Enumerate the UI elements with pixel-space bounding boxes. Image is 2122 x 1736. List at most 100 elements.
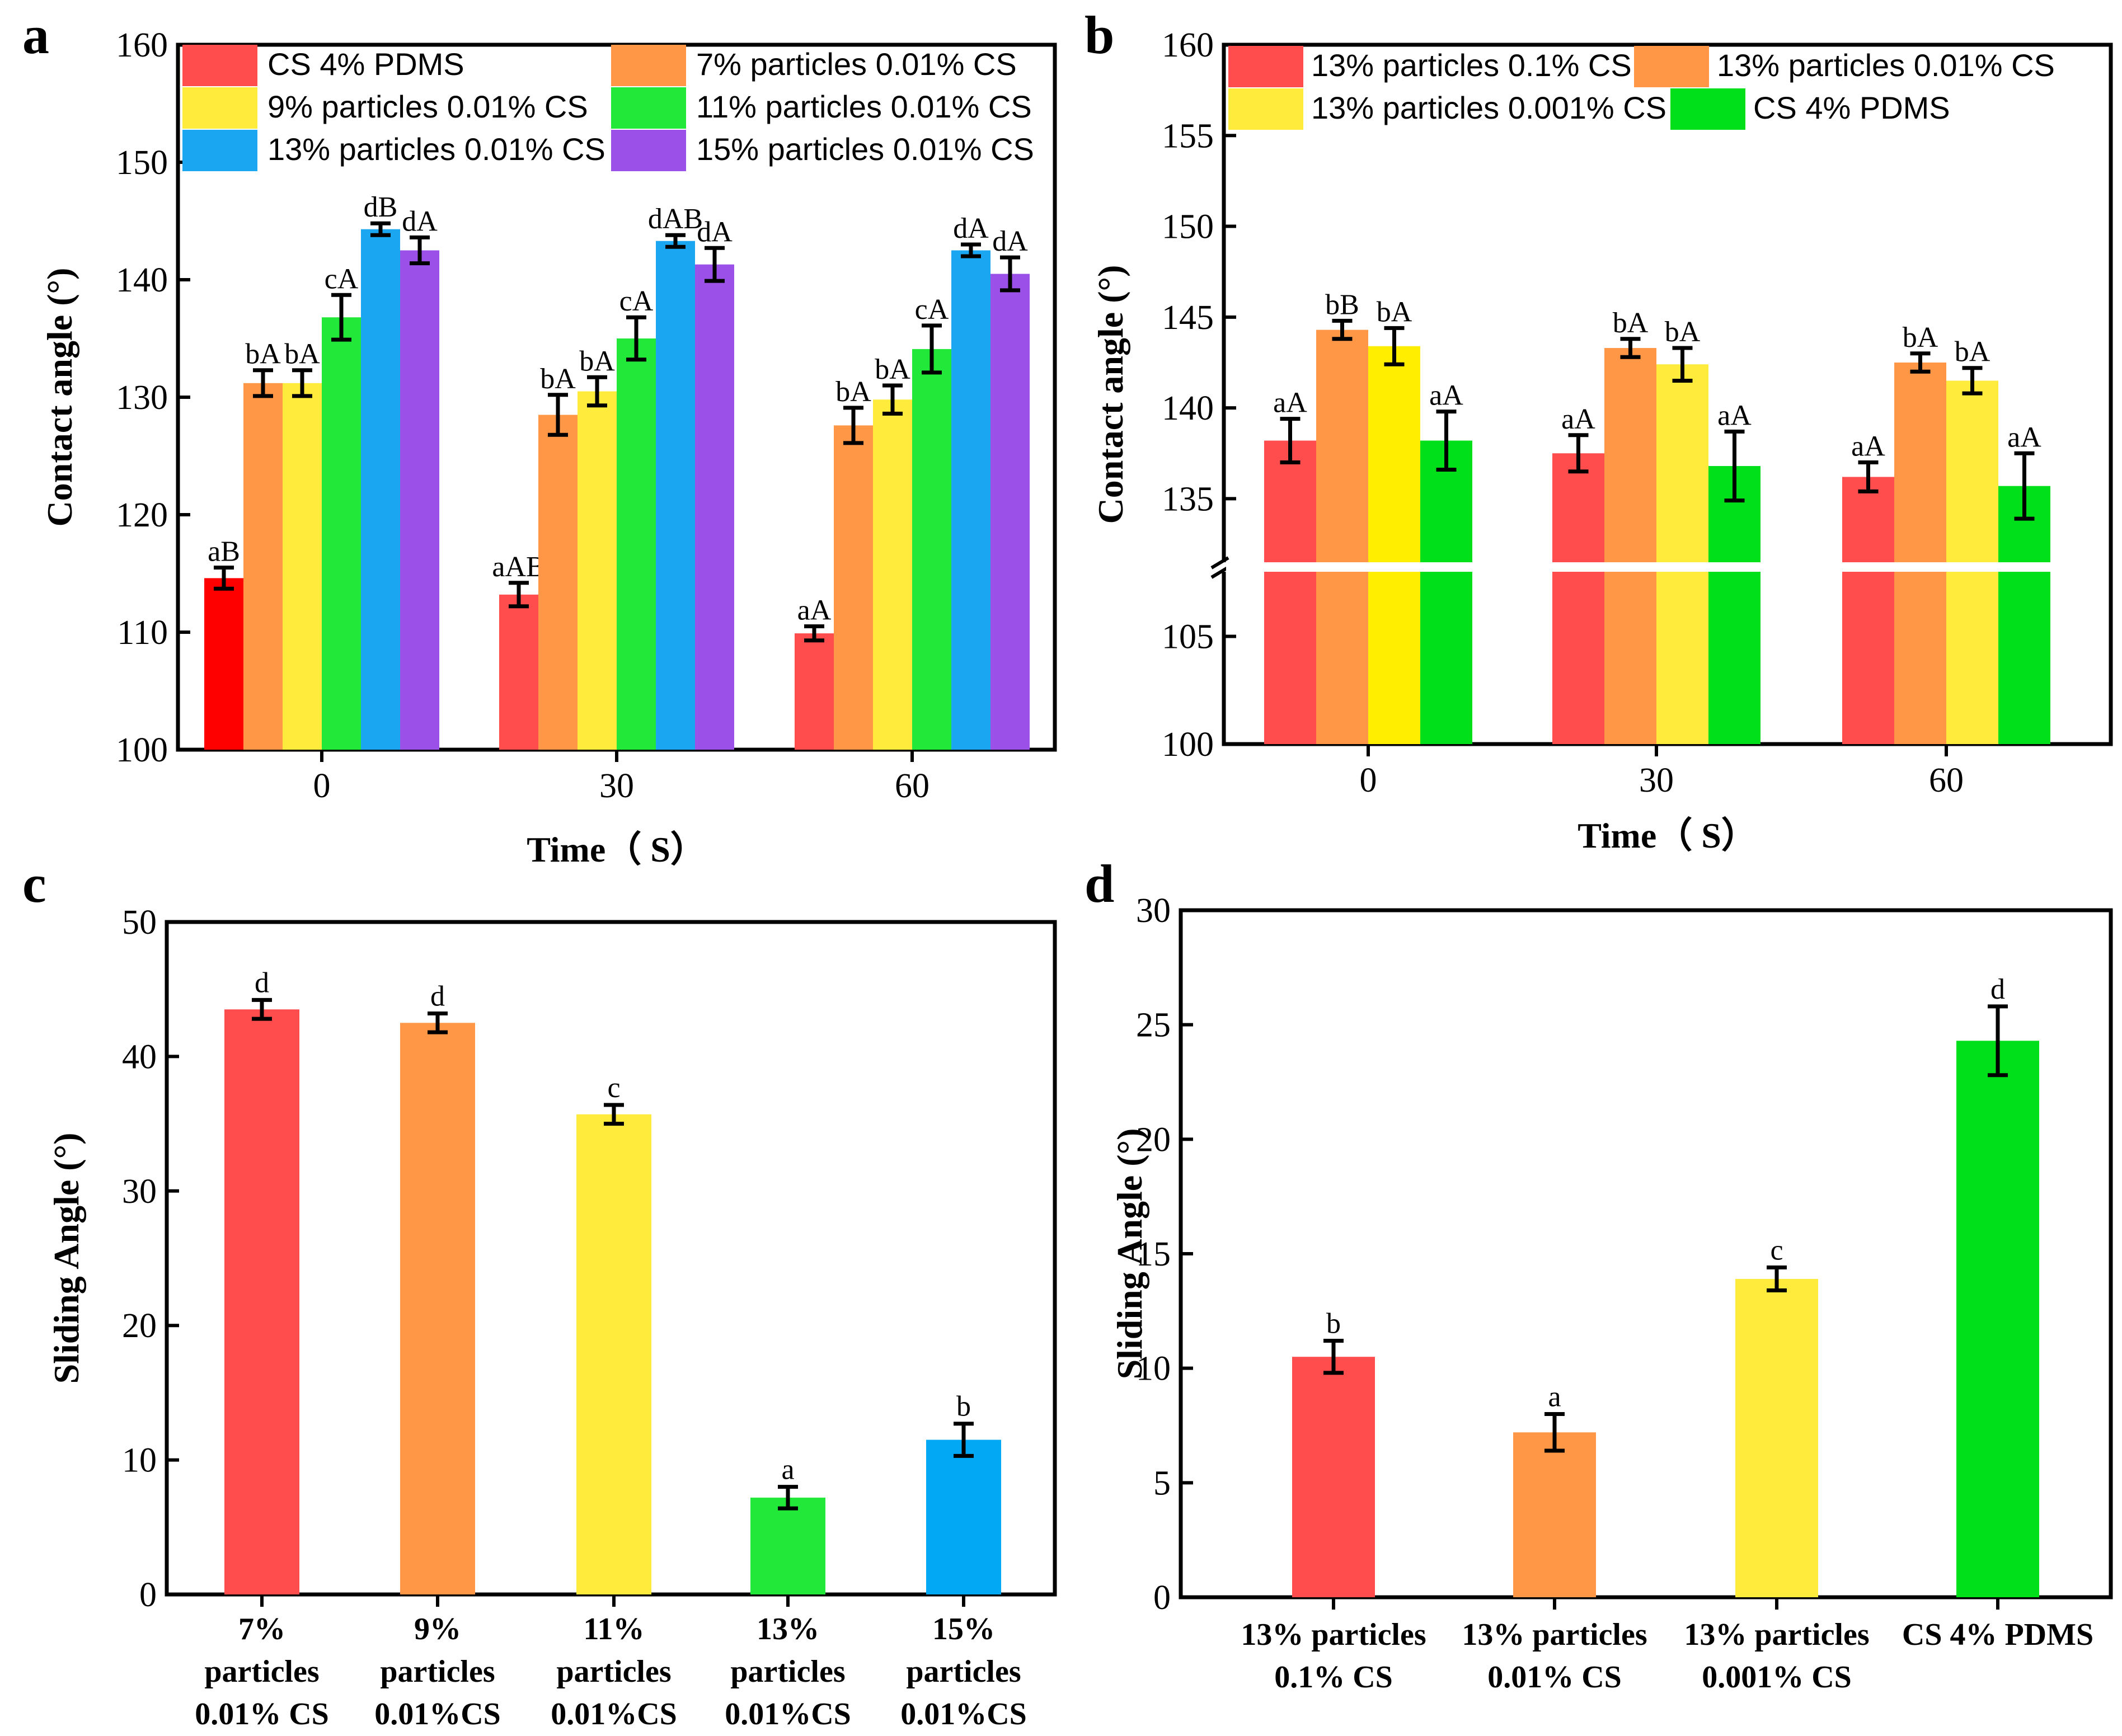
- b-legend-swatch-1: [1634, 46, 1709, 87]
- b-errorbar-s1-c2: [1910, 351, 1931, 374]
- b-legend-item-2: 13% particles 0.001% CS: [1228, 88, 1666, 130]
- b-bars: aA aA aA bB bA bA bA bA bA aA aA aA: [1264, 289, 2050, 744]
- c-bar-4: [926, 1439, 1001, 1594]
- c-sig-label-2: c: [607, 1072, 620, 1104]
- d-xtick-1-line-0: 13% particles: [1462, 1617, 1647, 1652]
- d-errorbar-2: [1767, 1265, 1787, 1292]
- b-bar-s2-c0: [1368, 346, 1420, 744]
- a-ytick-6: 160: [116, 26, 168, 64]
- panel-d: d 0 5 10 15 20 25 30 b a c d 13% particles 0.1% CS 13%…: [1085, 854, 2113, 1695]
- b-y-axis-title: Contact angle (°): [1091, 265, 1130, 524]
- b-ytick-lower-0: 100: [1162, 726, 1214, 764]
- c-xtick-2-line-0: 11%: [584, 1612, 645, 1646]
- d-xtick-2-line-1: 0.001% CS: [1702, 1660, 1852, 1695]
- a-ytick-2: 120: [116, 496, 168, 534]
- b-legend-item-0: 13% particles 0.1% CS: [1228, 46, 1632, 87]
- a-legend-label-4: 13% particles 0.01% CS: [267, 131, 605, 167]
- b-bar-s0-c2: [1842, 477, 1894, 744]
- b-errorbar-s1-c0: [1332, 318, 1353, 341]
- c-bars: d d c a b: [224, 967, 1001, 1594]
- a-errorbar-s2-c0: [292, 368, 312, 398]
- a-bar-s3-c2: [912, 349, 951, 750]
- a-errorbar-s5-c0: [410, 235, 430, 266]
- a-legend-item-1: 7% particles 0.01% CS: [611, 45, 1017, 86]
- a-bar-s1-c2: [834, 425, 873, 750]
- d-ytick-0: 0: [1153, 1579, 1171, 1617]
- d-bar-0: [1292, 1357, 1375, 1597]
- b-errorbar-s3-c2: [2014, 451, 2035, 521]
- c-errorbar-3: [778, 1485, 798, 1511]
- a-sig-label-s2-c2: bA: [875, 354, 910, 385]
- b-ytick-upper-1: 140: [1162, 389, 1214, 427]
- a-sig-label-s5-c2: dA: [992, 225, 1028, 257]
- b-xtick-1: 30: [1639, 761, 1674, 799]
- a-x-axis-title: Time（ S）: [527, 830, 706, 869]
- d-ytick-2: 10: [1136, 1350, 1171, 1388]
- b-ytick-upper-5: 160: [1162, 26, 1214, 64]
- a-errorbar-s0-c2: [804, 624, 824, 643]
- c-ytick-1: 10: [122, 1442, 157, 1480]
- a-errorbar-s2-c1: [587, 375, 607, 408]
- a-sig-label-s1-c2: bA: [835, 376, 871, 408]
- a-bar-s1-c0: [243, 383, 283, 750]
- b-sig-label-s0-c2: aA: [1851, 430, 1885, 462]
- a-errorbar-s4-c2: [961, 242, 981, 258]
- a-errorbar-s5-c1: [705, 246, 725, 283]
- d-errorbar-3: [1988, 1004, 2008, 1078]
- d-sig-label-0: b: [1326, 1308, 1341, 1340]
- a-bar-s1-c1: [538, 415, 578, 750]
- a-sig-label-s5-c1: dA: [697, 216, 733, 248]
- b-x-axis-title: Time（ S）: [1578, 816, 1757, 855]
- b-ytick-upper-2: 145: [1162, 299, 1214, 337]
- a-y-axis-title: Contact angle (°): [40, 268, 79, 527]
- a-legend-item-5: 15% particles 0.01% CS: [611, 130, 1034, 171]
- a-sig-label-s5-c0: dA: [402, 205, 438, 237]
- b-sig-label-s0-c0: aA: [1273, 387, 1307, 419]
- c-bar-0: [224, 1009, 299, 1594]
- d-bar-3: [1956, 1041, 2039, 1597]
- a-xtick-0: 0: [313, 767, 331, 805]
- a-bar-s4-c0: [361, 229, 400, 750]
- a-bar-s5-c1: [695, 264, 734, 750]
- a-legend-item-3: 11% particles 0.01% CS: [611, 87, 1032, 129]
- a-sig-label-s0-c1: aAB: [492, 551, 545, 583]
- a-bar-s2-c2: [873, 399, 912, 750]
- c-ytick-4: 40: [122, 1038, 157, 1076]
- b-sig-label-s2-c1: bA: [1665, 316, 1701, 348]
- a-legend-swatch-3: [611, 87, 686, 129]
- b-errorbar-s2-c0: [1384, 326, 1405, 366]
- b-legend-item-3: CS 4% PDMS: [1670, 88, 1950, 130]
- b-legend: 13% particles 0.1% CS 13% particles 0.01%…: [1228, 46, 2055, 130]
- a-bar-s3-c0: [322, 317, 361, 750]
- a-bar-s5-c2: [990, 274, 1030, 750]
- a-legend-label-2: 9% particles 0.01% CS: [267, 89, 588, 124]
- a-sig-label-s0-c0: aB: [208, 536, 240, 568]
- a-errorbar-s0-c0: [214, 566, 234, 591]
- c-sig-label-4: b: [956, 1391, 971, 1423]
- a-bar-s2-c1: [578, 391, 617, 750]
- a-errorbar-s1-c0: [253, 368, 273, 398]
- d-errorbar-0: [1323, 1339, 1344, 1375]
- b-errorbar-s1-c1: [1620, 337, 1641, 359]
- c-xtick-4-line-0: 15%: [932, 1612, 995, 1646]
- b-sig-label-s1-c1: bA: [1613, 307, 1649, 339]
- d-ytick-1: 5: [1153, 1464, 1171, 1502]
- c-ytick-2: 20: [122, 1307, 157, 1345]
- a-ytick-0: 100: [116, 731, 168, 769]
- panel-letter-d: d: [1085, 854, 1114, 914]
- panel-c: c 0 10 20 30 40 50 d d c a b 7% particles 0.01% CS 9% pa…: [22, 854, 1057, 1732]
- b-legend-item-1: 13% particles 0.01% CS: [1634, 46, 2055, 87]
- a-sig-label-s4-c0: dB: [364, 191, 398, 223]
- c-errorbar-1: [428, 1011, 448, 1034]
- b-bar-s0-c0: [1264, 440, 1316, 744]
- a-legend-label-1: 7% particles 0.01% CS: [696, 46, 1017, 82]
- c-xtick-2-line-1: particles: [556, 1654, 671, 1689]
- a-sig-label-s3-c1: cA: [619, 285, 654, 317]
- b-errorbar-s0-c1: [1568, 433, 1589, 474]
- b-ytick-lower-1: 105: [1162, 618, 1214, 656]
- panel-letter-c: c: [22, 854, 46, 914]
- d-xtick-3-line-0: CS 4% PDMS: [1902, 1617, 2093, 1652]
- a-bar-s4-c2: [951, 250, 990, 750]
- a-sig-label-s1-c1: bA: [540, 363, 576, 395]
